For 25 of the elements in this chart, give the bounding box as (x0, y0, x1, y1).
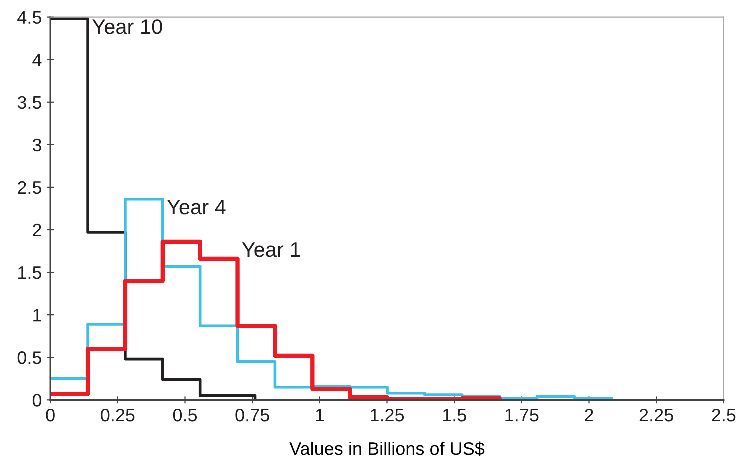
y-tick-label: 0.5 (18, 352, 42, 364)
y-tick-label: 1 (34, 309, 42, 322)
series-label: Year 1 (242, 242, 300, 258)
y-tick-label: 0 (32, 394, 42, 407)
y-tick-label: 2.5 (18, 181, 42, 194)
x-axis-title: Values in Billions of US$ (290, 442, 485, 456)
y-tick-label: 3.5 (18, 96, 42, 110)
series-label: Year 10 (92, 20, 162, 34)
x-tick-label: 0 (46, 408, 55, 422)
x-tick-label: 1 (316, 409, 324, 422)
x-tick-label: 2 (585, 408, 594, 422)
y-tick-label: 2 (33, 224, 42, 237)
x-tick-label: 2.5 (712, 408, 736, 422)
x-tick-label: 0.5 (173, 408, 198, 422)
y-tick-label: 4.5 (18, 11, 42, 24)
x-tick-label: 1.25 (371, 408, 404, 422)
series-label: Year 4 (167, 200, 226, 215)
x-tick-label: 1.75 (506, 409, 539, 422)
x-tick-label: 0.75 (236, 408, 270, 422)
y-tick-label: 3 (32, 138, 42, 152)
x-tick-label: 2.25 (640, 408, 674, 422)
x-tick-label: 0.25 (101, 408, 135, 422)
y-tick-label: 4 (32, 54, 42, 66)
x-tick-label: 1.5 (443, 409, 466, 422)
y-tick-label: 1.5 (18, 266, 42, 280)
